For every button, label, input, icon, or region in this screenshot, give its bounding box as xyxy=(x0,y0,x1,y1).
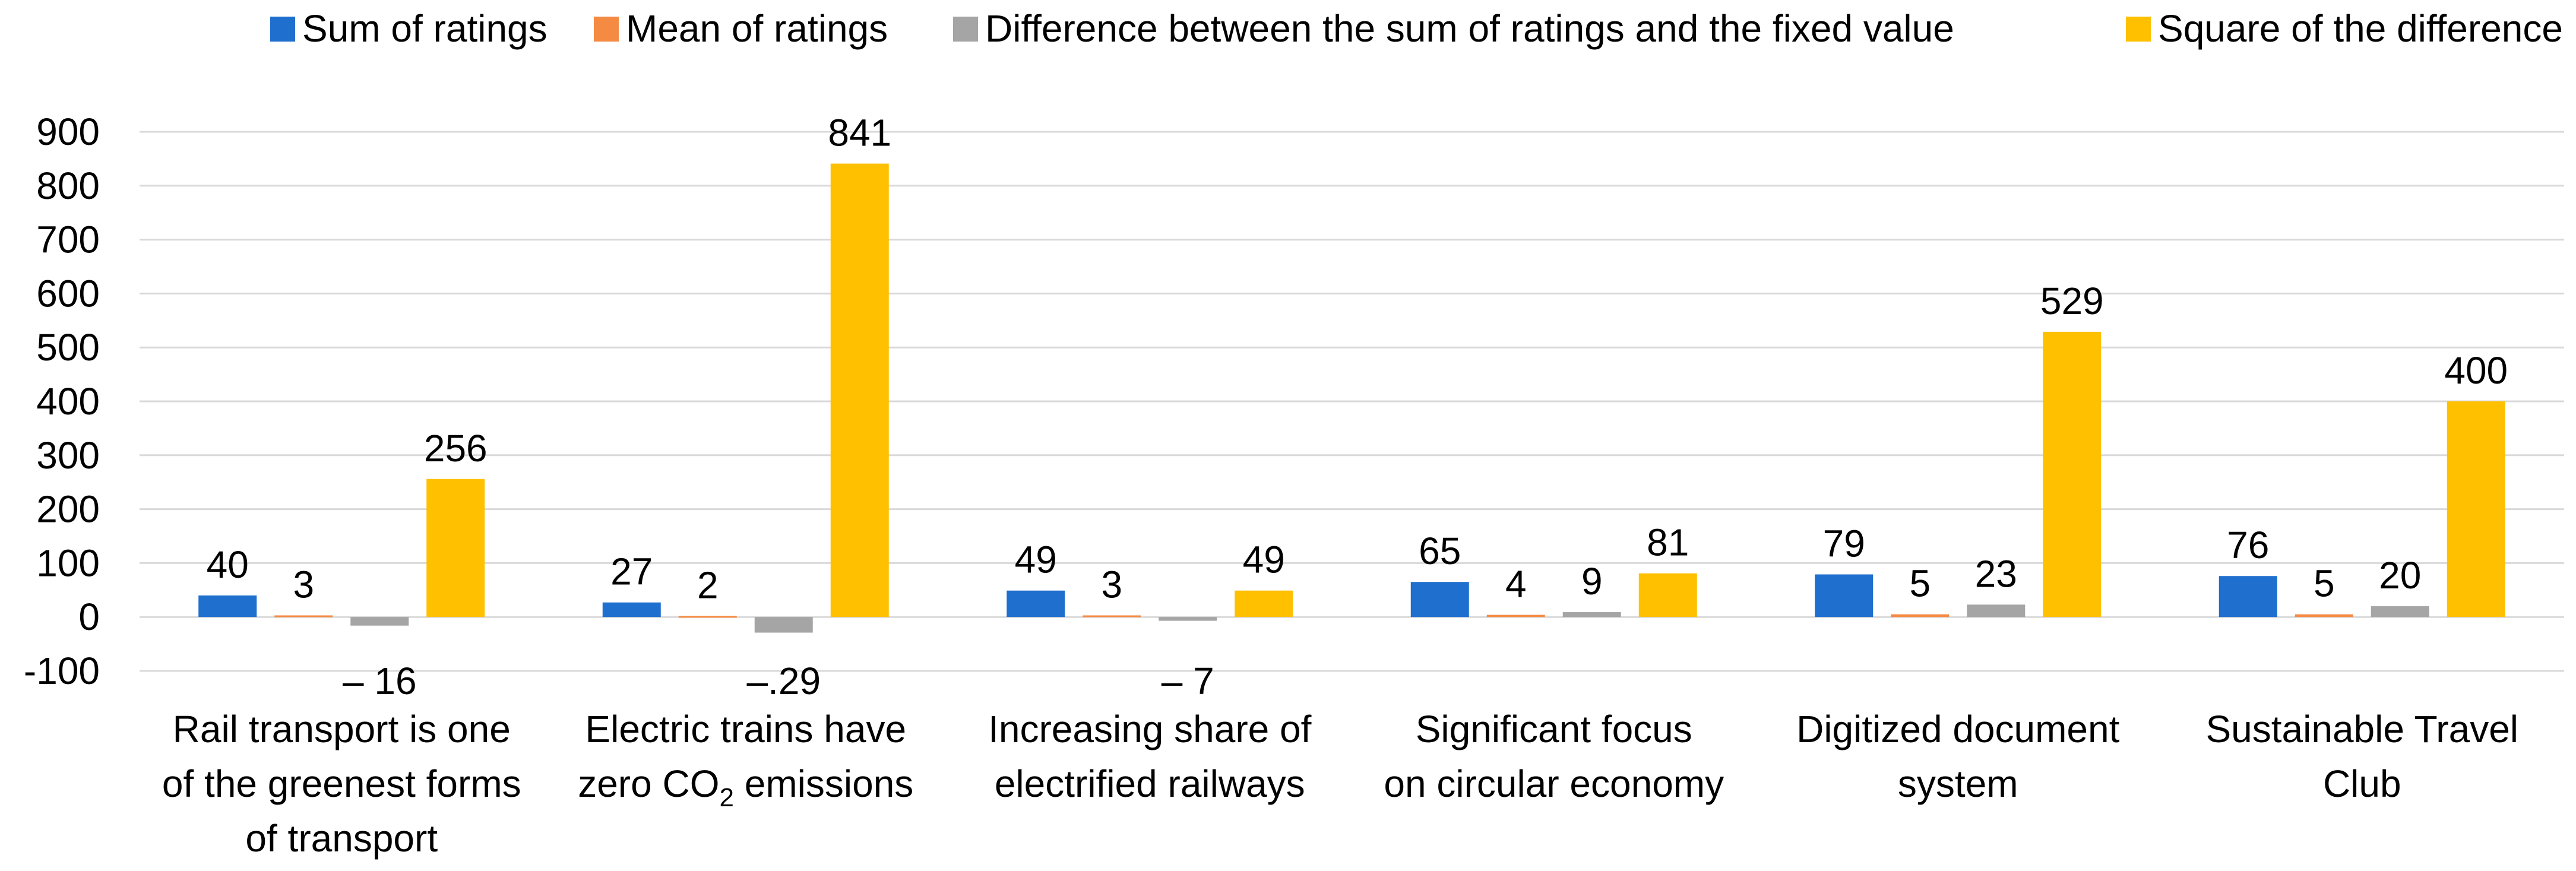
legend-swatch-1 xyxy=(270,17,295,42)
category-label-1-line-2: of the greenest forms xyxy=(162,762,521,805)
data-label-s1-c5: 79 xyxy=(1823,522,1865,565)
bar-s3-c5 xyxy=(1967,604,2026,617)
data-label-s2-c4: 4 xyxy=(1505,563,1527,606)
data-label-s3-c5: 23 xyxy=(1975,552,2017,595)
y-tick-label: 200 xyxy=(36,488,100,531)
data-label-s3-c1: – 16 xyxy=(343,660,417,702)
bar-s1-c2 xyxy=(602,602,661,617)
category-label-2-line-1: Electric trains have xyxy=(585,708,906,750)
y-tick-label: 700 xyxy=(36,218,100,261)
data-labels: 40 27 49 65 79 763 2 3 4 5 5– 16 –.29– 79 23 20256841… xyxy=(207,112,2508,703)
bar-s3-c2 xyxy=(754,617,813,633)
bar-s4-c3 xyxy=(1235,590,1293,617)
bar-s1-c3 xyxy=(1007,590,1065,617)
y-tick-label: -100 xyxy=(24,650,100,692)
bar-s4-c2 xyxy=(830,163,889,617)
bar-s2-c1 xyxy=(274,615,333,617)
category-labels: Rail transport is one of the greenest for… xyxy=(162,708,2518,860)
bar-s3-c1 xyxy=(350,617,409,626)
bar-s2-c6 xyxy=(2295,614,2353,617)
bar-s2-c5 xyxy=(1891,614,1950,617)
bar-s1-c6 xyxy=(2219,576,2277,617)
category-label-4-line-1: Significant focus xyxy=(1416,708,1692,750)
legend-label-3: Difference between the sum of ratings an… xyxy=(985,7,1954,50)
legend-swatch-4 xyxy=(2126,17,2151,42)
legend-swatch-2 xyxy=(594,17,619,42)
gridlines xyxy=(140,131,2564,672)
data-label-s1-c4: 65 xyxy=(1419,530,1461,572)
bar-s4-c5 xyxy=(2043,331,2102,617)
y-tick-label: 0 xyxy=(78,596,100,638)
legend: Sum of ratings Mean of ratings Difference … xyxy=(270,7,2563,50)
bars xyxy=(198,163,2505,633)
bar-s4-c4 xyxy=(1638,573,1697,617)
data-label-s4-c4: 81 xyxy=(1647,521,1689,564)
category-label-5-line-2: system xyxy=(1898,762,2018,805)
y-axis-tick-labels: 900 800 700 600 500 400 300 200 100 0 -100 xyxy=(24,110,100,692)
data-label-s4-c3: 49 xyxy=(1243,539,1285,581)
category-label-2-line-2: zero CO2 emissions xyxy=(578,762,913,812)
data-label-s3-c3: – 7 xyxy=(1162,660,1214,702)
data-label-s3-c4: 9 xyxy=(1581,560,1603,603)
bar-s1-c1 xyxy=(198,595,257,617)
y-tick-label: 500 xyxy=(36,326,100,369)
data-label-s4-c6: 400 xyxy=(2444,349,2508,392)
category-label-6-line-2: Club xyxy=(2323,762,2401,805)
y-tick-label: 300 xyxy=(36,434,100,477)
data-label-s4-c1: 256 xyxy=(424,427,488,470)
data-label-s3-c2: –.29 xyxy=(746,660,821,702)
data-label-s1-c1: 40 xyxy=(207,543,249,586)
bar-s3-c6 xyxy=(2371,606,2429,617)
y-tick-label: 800 xyxy=(36,164,100,207)
bar-s1-c4 xyxy=(1410,582,1469,617)
category-label-5-line-1: Digitized document xyxy=(1796,708,2120,750)
category-label-1-line-1: Rail transport is one xyxy=(173,708,511,750)
bar-s3-c3 xyxy=(1159,617,1217,621)
data-label-s2-c1: 3 xyxy=(293,563,314,606)
bar-s4-c1 xyxy=(426,479,485,617)
category-label-3-line-2: electrified railways xyxy=(995,762,1305,805)
category-label-4-line-2: on circular economy xyxy=(1384,762,1724,805)
legend-swatch-3 xyxy=(953,17,978,42)
y-tick-label: 900 xyxy=(36,110,100,153)
bar-s2-c4 xyxy=(1486,615,1545,617)
category-label-6-line-1: Sustainable Travel xyxy=(2205,708,2518,750)
data-label-s1-c2: 27 xyxy=(610,550,653,593)
y-tick-label: 600 xyxy=(36,272,100,315)
legend-label-1: Sum of ratings xyxy=(302,7,548,50)
category-label-1-line-3: of transport xyxy=(245,817,438,860)
data-label-s2-c6: 5 xyxy=(2314,562,2335,605)
bar-s2-c2 xyxy=(678,616,737,618)
y-tick-label: 100 xyxy=(36,541,100,584)
data-label-s1-c6: 76 xyxy=(2227,524,2269,566)
bar-s3-c4 xyxy=(1562,612,1621,617)
bar-s2-c3 xyxy=(1083,615,1141,617)
data-label-s2-c5: 5 xyxy=(1909,562,1931,605)
data-label-s1-c3: 49 xyxy=(1015,539,1057,581)
bar-s1-c5 xyxy=(1815,574,1874,617)
y-tick-label: 400 xyxy=(36,380,100,423)
bar-s4-c6 xyxy=(2447,401,2505,617)
data-label-s2-c2: 2 xyxy=(697,563,719,606)
data-label-s4-c5: 529 xyxy=(2040,280,2104,322)
data-label-s3-c6: 20 xyxy=(2379,554,2421,597)
data-label-s2-c3: 3 xyxy=(1101,563,1122,606)
legend-label-2: Mean of ratings xyxy=(626,7,888,50)
data-label-s4-c2: 841 xyxy=(828,112,891,154)
category-label-3-line-1: Increasing share of xyxy=(988,708,1312,750)
legend-label-4: Square of the difference xyxy=(2158,7,2563,50)
